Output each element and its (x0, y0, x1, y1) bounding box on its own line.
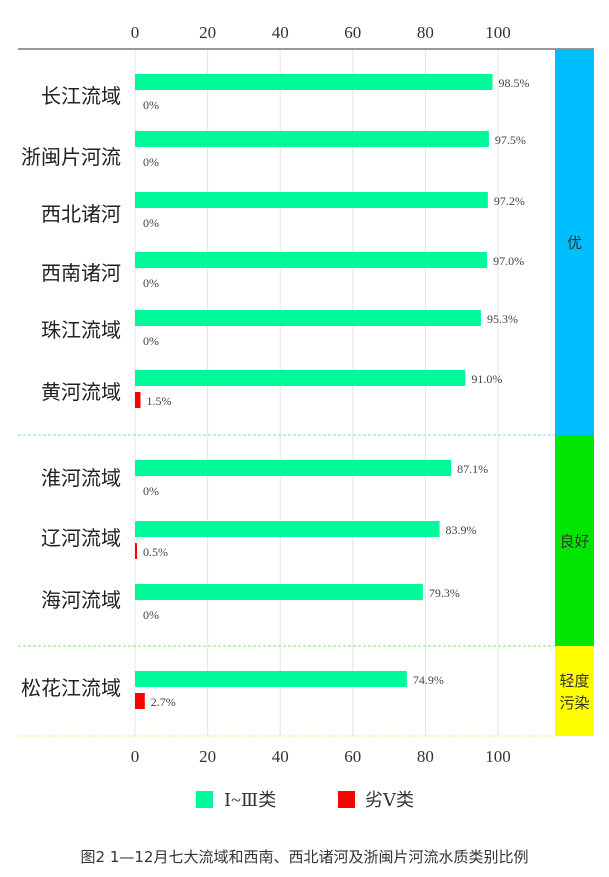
bar-value-label: 0% (143, 334, 159, 348)
x-tick-label-bottom: 60 (344, 747, 361, 766)
category-label: 辽河流域 (41, 527, 121, 550)
bar-class-worse-5 (135, 543, 137, 559)
category-label: 西北诸河 (41, 203, 121, 226)
x-tick-label-top: 60 (344, 23, 361, 42)
bar-value-label: 0% (143, 216, 159, 230)
group-label: 良好 (559, 534, 589, 551)
bar-value-label: 95.3% (487, 312, 518, 326)
bar-value-label: 0% (143, 155, 159, 169)
bar-value-label: 97.5% (495, 133, 526, 147)
bar-value-label: 97.0% (493, 254, 524, 268)
x-tick-label-top: 0 (131, 23, 140, 42)
bar-class-1-3 (135, 584, 423, 600)
category-label: 松花江流域 (21, 677, 121, 700)
bar-class-1-3 (135, 74, 493, 90)
bar-value-label: 0% (143, 98, 159, 112)
bar-class-1-3 (135, 671, 407, 687)
bar-value-label: 0.5% (143, 545, 168, 559)
category-label: 浙闽片河流 (21, 146, 121, 169)
bar-value-label: 1.5% (146, 394, 171, 408)
bar-value-label: 0% (143, 484, 159, 498)
bar-value-label: 97.2% (494, 194, 525, 208)
category-label: 海河流域 (41, 589, 121, 612)
category-label: 西南诸河 (41, 262, 121, 285)
x-tick-label-bottom: 20 (199, 747, 216, 766)
bar-class-1-3 (135, 192, 488, 208)
x-tick-label-top: 80 (417, 23, 434, 42)
bar-value-label: 0% (143, 608, 159, 622)
group-band (555, 646, 594, 736)
legend-label: Ⅰ~Ⅲ类 (224, 790, 276, 810)
group-band (555, 49, 594, 435)
x-tick-label-bottom: 0 (131, 747, 140, 766)
bar-class-worse-5 (135, 392, 141, 408)
group-label: 优 (567, 235, 582, 252)
bar-class-1-3 (135, 310, 481, 326)
legend-label: 劣Ⅴ类 (365, 790, 414, 810)
bar-class-1-3 (135, 131, 489, 147)
group-label: 轻度 (559, 673, 589, 690)
bar-class-1-3 (135, 370, 466, 386)
x-tick-label-bottom: 100 (485, 747, 511, 766)
category-label: 黄河流域 (41, 381, 121, 404)
x-tick-label-bottom: 40 (272, 747, 289, 766)
x-tick-label-top: 40 (272, 23, 289, 42)
bar-class-worse-5 (135, 693, 145, 709)
bar-value-label: 74.9% (413, 673, 444, 687)
bar-class-1-3 (135, 521, 440, 537)
group-band (555, 435, 594, 646)
bar-value-label: 87.1% (457, 462, 488, 476)
bar-value-label: 98.5% (499, 76, 530, 90)
x-tick-label-top: 20 (199, 23, 216, 42)
bar-class-1-3 (135, 252, 488, 268)
x-tick-label-bottom: 80 (417, 747, 434, 766)
group-label: 污染 (559, 695, 589, 712)
category-label: 珠江流域 (41, 319, 121, 342)
legend-swatch (196, 791, 213, 808)
bar-value-label: 79.3% (429, 586, 460, 600)
x-tick-label-top: 100 (485, 23, 511, 42)
bar-value-label: 2.7% (151, 695, 176, 709)
legend-swatch (338, 791, 355, 808)
bar-value-label: 83.9% (446, 523, 477, 537)
bar-class-1-3 (135, 460, 452, 476)
bar-value-label: 0% (143, 276, 159, 290)
category-label: 长江流域 (41, 85, 121, 108)
chart-caption: 图2 1—12月七大流域和西南、西北诸河及浙闽片河流水质类别比例 (80, 848, 529, 866)
bar-value-label: 91.0% (471, 372, 502, 386)
category-label: 淮河流域 (41, 467, 121, 490)
